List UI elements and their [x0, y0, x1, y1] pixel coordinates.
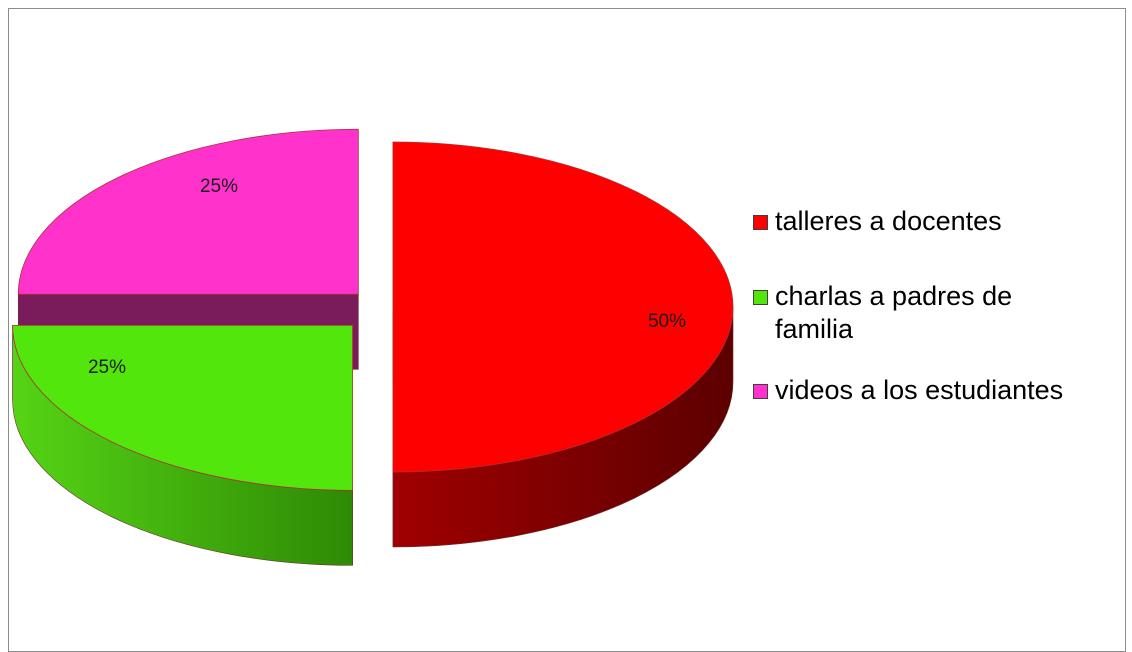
pie-slice-2-top — [17, 128, 359, 295]
pie-slice-1 — [12, 324, 354, 566]
legend-item-2: videos a los estudiantes — [751, 374, 1131, 407]
pie-slice-1-top — [12, 324, 354, 491]
legend-label-0: talleres a docentes — [775, 206, 1002, 236]
legend-label-2: videos a los estudiantes — [775, 375, 1064, 405]
pie-data-label-2: 25% — [200, 176, 238, 197]
legend-label-1: charlas a padres de familia — [775, 281, 1013, 344]
pie-data-label-0: 50% — [648, 311, 686, 332]
legend-item-0: talleres a docentes — [751, 205, 1131, 238]
pie-chart: 50% 25% 25% — [12, 128, 734, 566]
legend-swatch-1 — [753, 290, 768, 305]
legend-swatch-2 — [753, 384, 768, 399]
chart-frame: 50% 25% 25% talleres a docentes charlas a … — [8, 8, 1126, 652]
pie-slice-0 — [392, 141, 734, 548]
legend: talleres a docentes charlas a padres de … — [751, 205, 1131, 407]
legend-item-1: charlas a padres de familia — [751, 280, 1095, 346]
legend-swatch-0 — [753, 215, 768, 230]
pie-slice-0-top — [392, 141, 734, 473]
pie-data-label-1: 25% — [88, 357, 126, 378]
